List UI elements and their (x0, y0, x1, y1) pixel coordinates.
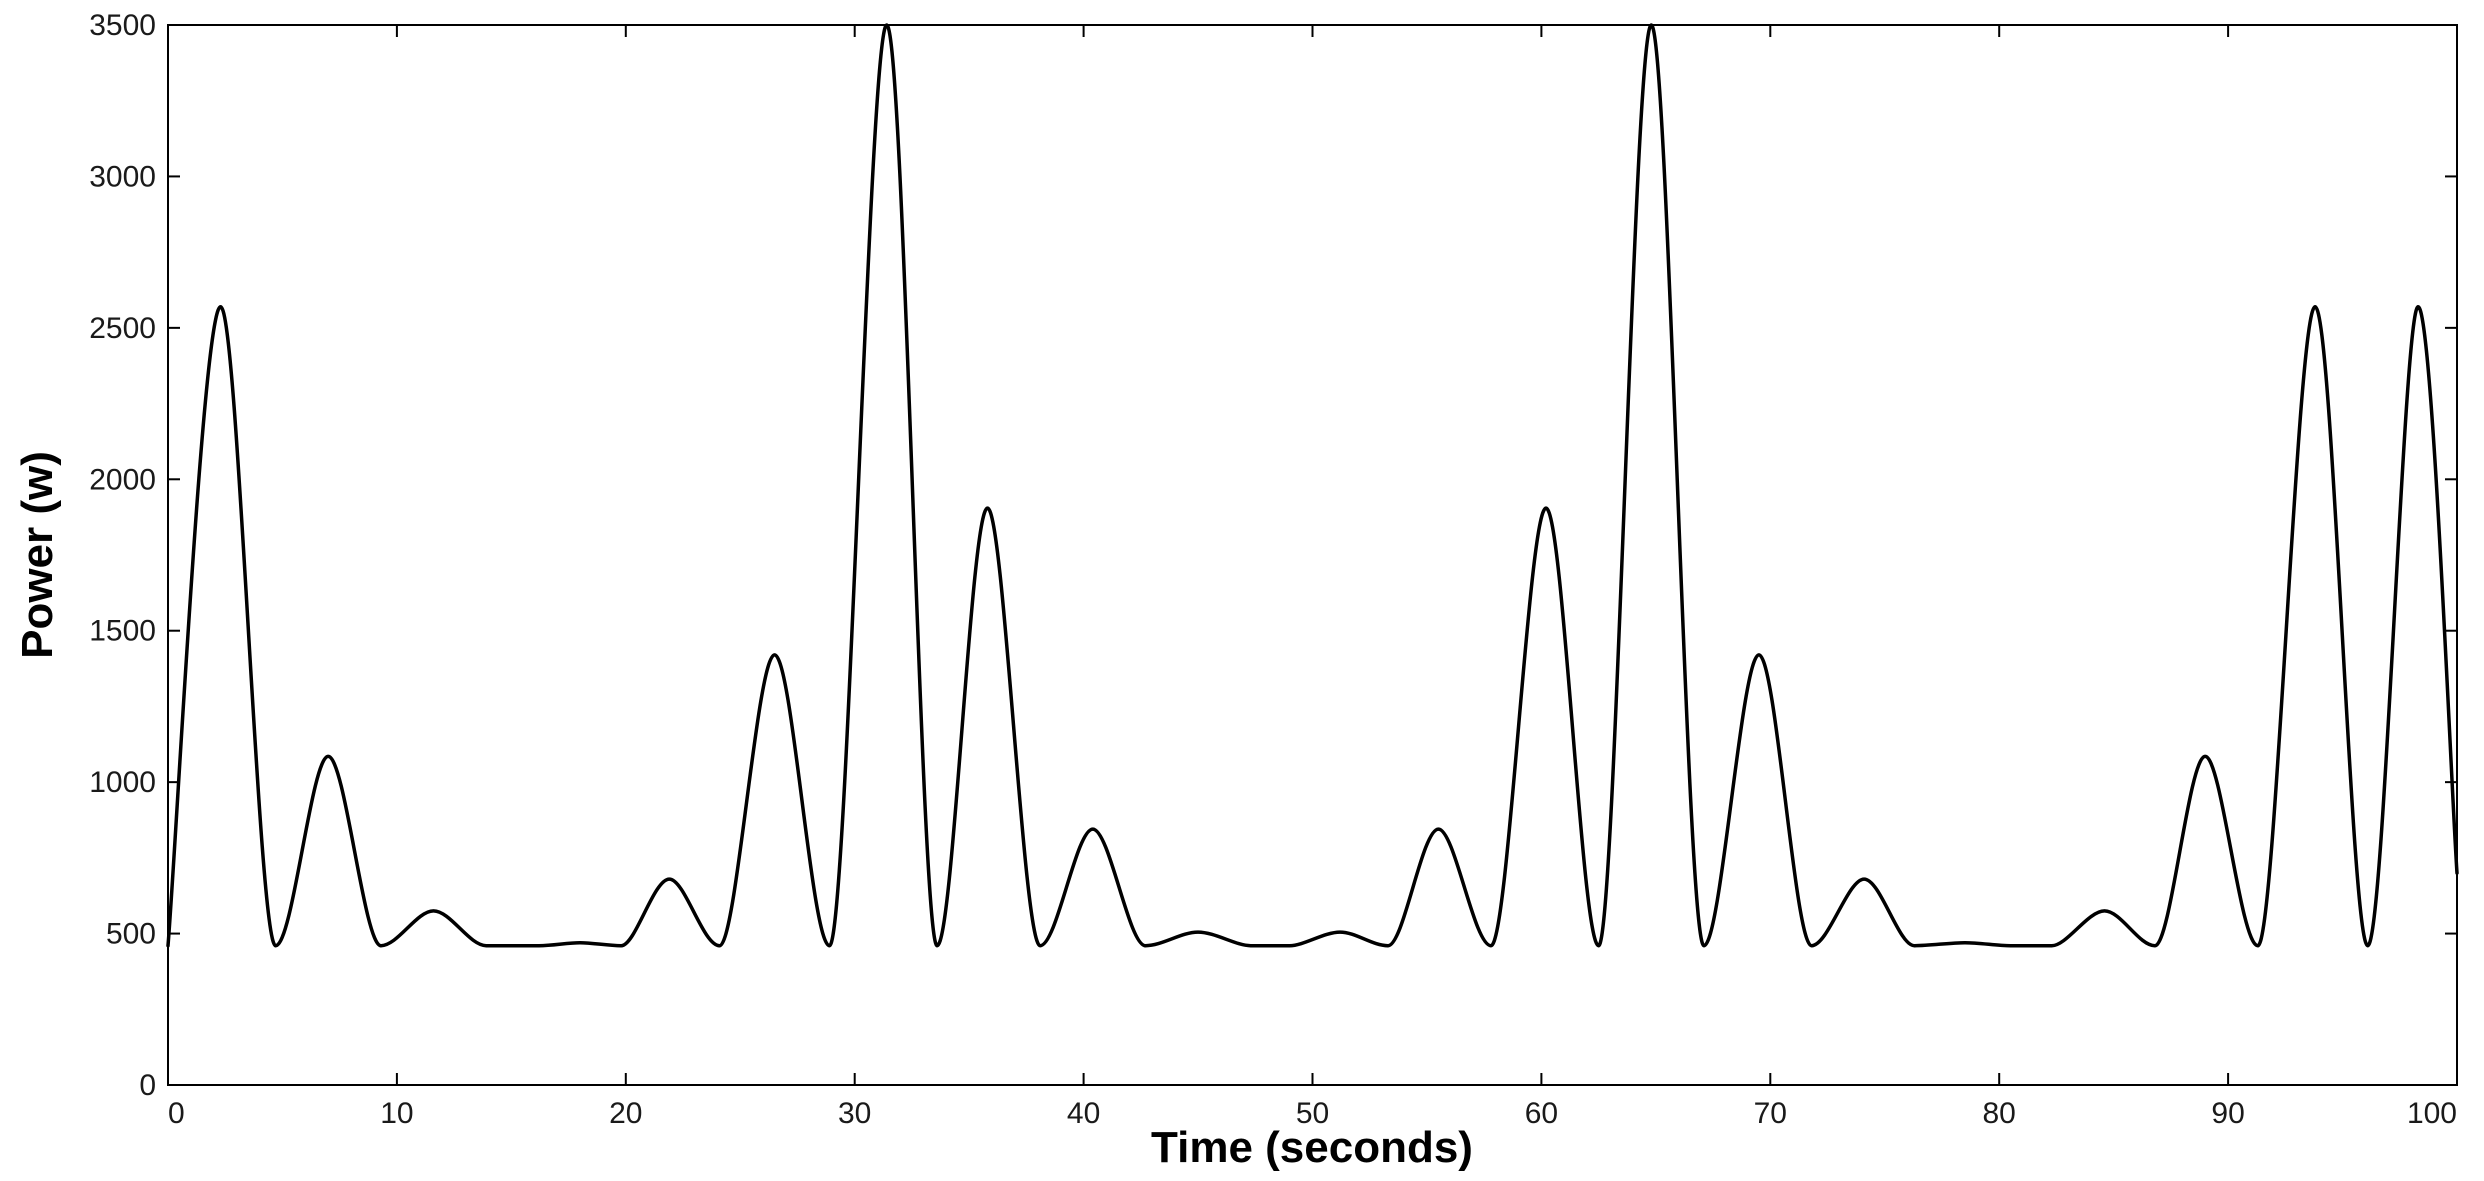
x-tick-label: 50 (1296, 1097, 1329, 1130)
y-axis-ticks: 0 500 1000 1500 2000 2500 3000 3500 (89, 9, 2457, 1102)
y-tick-label: 1500 (89, 615, 156, 648)
x-tick-label: 40 (1067, 1097, 1100, 1130)
y-tick-label: 3500 (89, 9, 156, 42)
y-tick-label: 2500 (89, 312, 156, 345)
y-tick-label: 1000 (89, 766, 156, 799)
x-tick-label: 100 (2407, 1097, 2457, 1130)
x-tick-label: 30 (838, 1097, 871, 1130)
y-tick-label: 3000 (89, 160, 156, 193)
y-axis-title: Power (w) (13, 451, 62, 659)
x-tick-label: 60 (1525, 1097, 1558, 1130)
y-tick-label: 0 (139, 1069, 156, 1102)
plot-frame (167, 24, 2458, 1086)
x-tick-label: 90 (2211, 1097, 2244, 1130)
x-tick-label: 80 (1983, 1097, 2016, 1130)
x-axis-title: Time (seconds) (1151, 1123, 1473, 1172)
y-tick-label: 500 (106, 918, 156, 951)
y-tick-label: 2000 (89, 463, 156, 496)
x-tick-label: 0 (168, 1097, 185, 1130)
x-tick-label: 20 (609, 1097, 642, 1130)
x-tick-label: 10 (380, 1097, 413, 1130)
x-tick-label: 70 (1754, 1097, 1787, 1130)
series-line (166, 23, 2459, 948)
x-axis-ticks: 0 10 20 30 40 50 60 70 80 90 100 (167, 25, 2458, 1130)
